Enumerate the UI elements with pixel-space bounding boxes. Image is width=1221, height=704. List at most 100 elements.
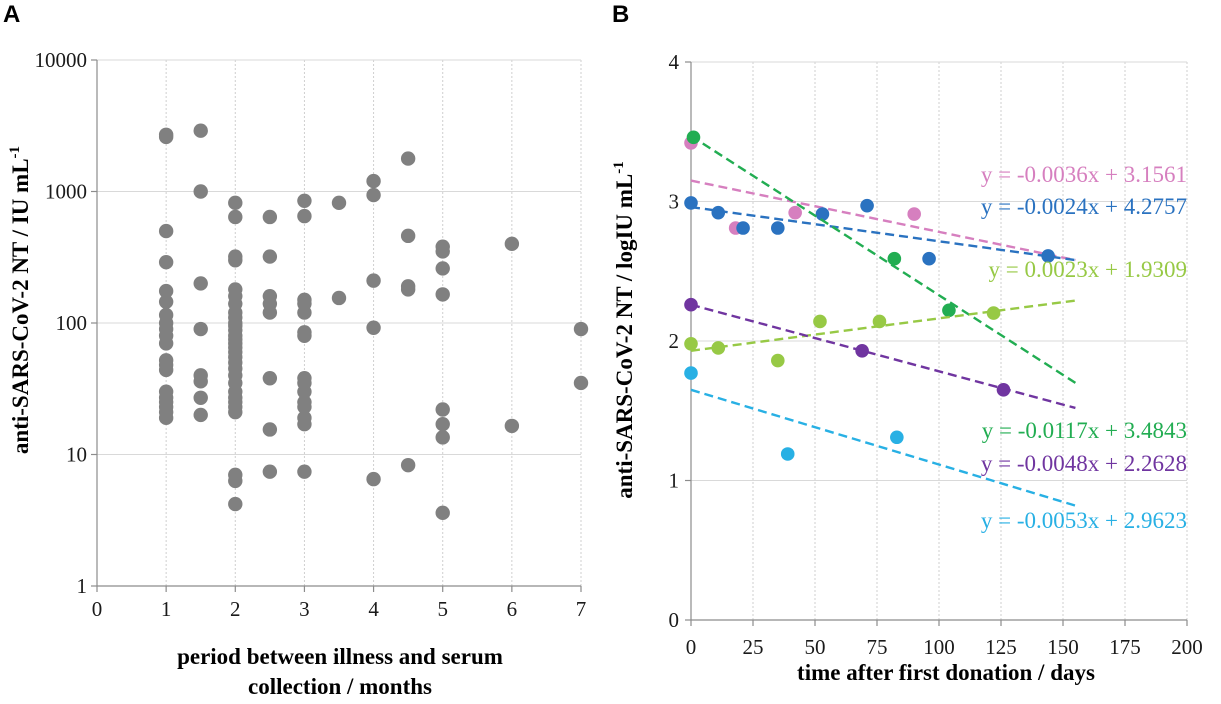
- panel-a-point: [366, 173, 381, 189]
- panel-a-point: [297, 193, 312, 208]
- panel-b-ytick-label: 4: [669, 50, 680, 74]
- panel-a-point: [158, 254, 174, 270]
- panel-a-point: [228, 195, 243, 211]
- panel-b-trendline-light-green: [690, 299, 1076, 352]
- panel-b-trendline-pink: [690, 179, 1076, 262]
- panel-a-point: [193, 276, 208, 291]
- panel-a-point: [331, 195, 347, 211]
- panel-b-point-pink: [907, 207, 921, 221]
- panel-a-point: [193, 374, 208, 389]
- panel-a-point: [435, 430, 450, 445]
- panel-a-point: [435, 505, 450, 521]
- panel-b-ylabel: anti-SARS-CoV-2 NT / logIU mL-1: [611, 161, 637, 499]
- panel-b-point-dark-blue: [860, 198, 874, 213]
- panel-b-xtick-label: 175: [1109, 635, 1141, 659]
- panel-b-point-green: [942, 303, 956, 318]
- panel-b-equation-light-blue: y = -0.0053x + 2.9623: [981, 508, 1187, 533]
- panel-a-point: [573, 321, 589, 337]
- panel-a-point: [158, 410, 174, 426]
- panel-a-xtick-label: 4: [368, 597, 379, 621]
- panel-b-point-light-green: [771, 353, 785, 368]
- panel-a-point: [158, 294, 174, 309]
- panel-b-point-light-green: [813, 314, 827, 329]
- panel-a-point: [228, 253, 243, 268]
- panel-a-point: [435, 416, 450, 432]
- panel-a-point: [400, 457, 416, 473]
- panel-a-xtick-label: 1: [161, 597, 172, 621]
- panel-a-ytick-label: 10000: [35, 48, 88, 72]
- panel-b-ytick-label: 3: [669, 190, 680, 214]
- panel-b-point-dark-blue: [736, 221, 750, 235]
- panel-b-ylabel-sup: -1: [611, 161, 627, 174]
- panel-b-xtick-label: 100: [923, 635, 955, 659]
- panel-b-ytick-label: 2: [669, 329, 680, 353]
- panel-b-ytick-label: 1: [669, 469, 680, 493]
- panel-a-point: [228, 496, 243, 512]
- panel-b-point-light-blue: [890, 430, 904, 445]
- panel-label-b: B: [612, 1, 629, 28]
- panel-a-point: [435, 244, 450, 259]
- panel-b-xtick-label: 25: [743, 635, 764, 659]
- panel-b-xtick-label: 50: [805, 635, 826, 659]
- panel-a-point: [193, 123, 208, 138]
- panel-b-equation-green: y = -0.0117x + 3.4843: [982, 418, 1187, 443]
- panel-b-point-light-green: [711, 341, 726, 355]
- panel-b-xlabel: time after first donation / days: [797, 660, 1095, 685]
- panel-a-point: [228, 209, 243, 225]
- panel-label-a: A: [3, 1, 20, 28]
- panel-a-point: [573, 375, 589, 391]
- panel-a-point: [262, 209, 278, 225]
- panel-b-point-dark-blue: [1041, 249, 1055, 263]
- panel-b-xtick-label: 75: [867, 635, 888, 659]
- panel-a-point: [158, 336, 174, 351]
- panel-a-point: [158, 283, 174, 299]
- panel-a-ytick-label: 10: [66, 443, 87, 467]
- panel-b-trendline-green: [690, 134, 1077, 384]
- panel-a-point: [297, 399, 312, 415]
- panel-a-ytick-label: 1000: [45, 180, 87, 204]
- panel-a-point: [297, 328, 312, 343]
- panel-a-point: [297, 305, 312, 320]
- panel-a-xtick-label: 7: [576, 597, 587, 621]
- panel-b-equation-dark-blue: y = -0.0024x + 4.2757: [981, 194, 1187, 219]
- panel-b-point-light-green: [872, 314, 887, 329]
- panel-b-ylabel-main: anti-SARS-CoV-2 NT / logIU mL: [612, 174, 637, 499]
- panel-a-point: [400, 282, 416, 297]
- panel-a-xlabel-line1: period between illness and serum: [177, 644, 503, 669]
- panel-a-point: [297, 464, 312, 479]
- panel-a-point: [297, 208, 312, 224]
- panel-b-point-dark-blue: [922, 251, 936, 266]
- panel-b-point-dark-blue: [815, 207, 830, 221]
- panel-a-xtick-label: 5: [437, 597, 448, 621]
- panel-a-xlabel-line2: collection / months: [248, 674, 432, 699]
- panel-a-point: [331, 290, 347, 306]
- panel-a-point: [366, 471, 381, 487]
- panel-a-ylabel-sup: -1: [7, 146, 23, 159]
- panel-a-point: [435, 287, 450, 302]
- panel-a-point: [504, 418, 520, 434]
- panel-a-point: [366, 273, 381, 288]
- panel-a-ylabel: anti-SARS-CoV-2 NT / IU mL-1: [7, 146, 33, 454]
- panel-b-point-dark-blue: [771, 221, 785, 235]
- panel-a-point: [193, 390, 208, 405]
- panel-b-xtick-label: 0: [686, 635, 697, 659]
- panel-a-point: [262, 305, 278, 320]
- panel-a-point: [400, 151, 416, 166]
- panel-b-point-purple: [684, 297, 698, 312]
- panel-b-point-dark-blue: [711, 205, 726, 220]
- panel-a-point: [228, 404, 243, 420]
- panel-a-point: [193, 321, 208, 337]
- panel-b-trendline-purple: [690, 303, 1076, 410]
- panel-a-point: [435, 261, 450, 276]
- panel-a-xtick-label: 2: [230, 597, 241, 621]
- panel-a-point: [262, 464, 278, 479]
- panel-b-trendline-light-blue: [690, 388, 1076, 507]
- panel-a-point: [262, 371, 278, 386]
- panel-a-point: [158, 129, 174, 145]
- panel-a-ytick-label: 1: [77, 574, 88, 598]
- panel-a-point: [400, 228, 416, 244]
- panel-b-point-purple: [996, 383, 1011, 397]
- panel-a-point: [193, 407, 208, 423]
- panel-b-point-light-blue: [684, 366, 698, 380]
